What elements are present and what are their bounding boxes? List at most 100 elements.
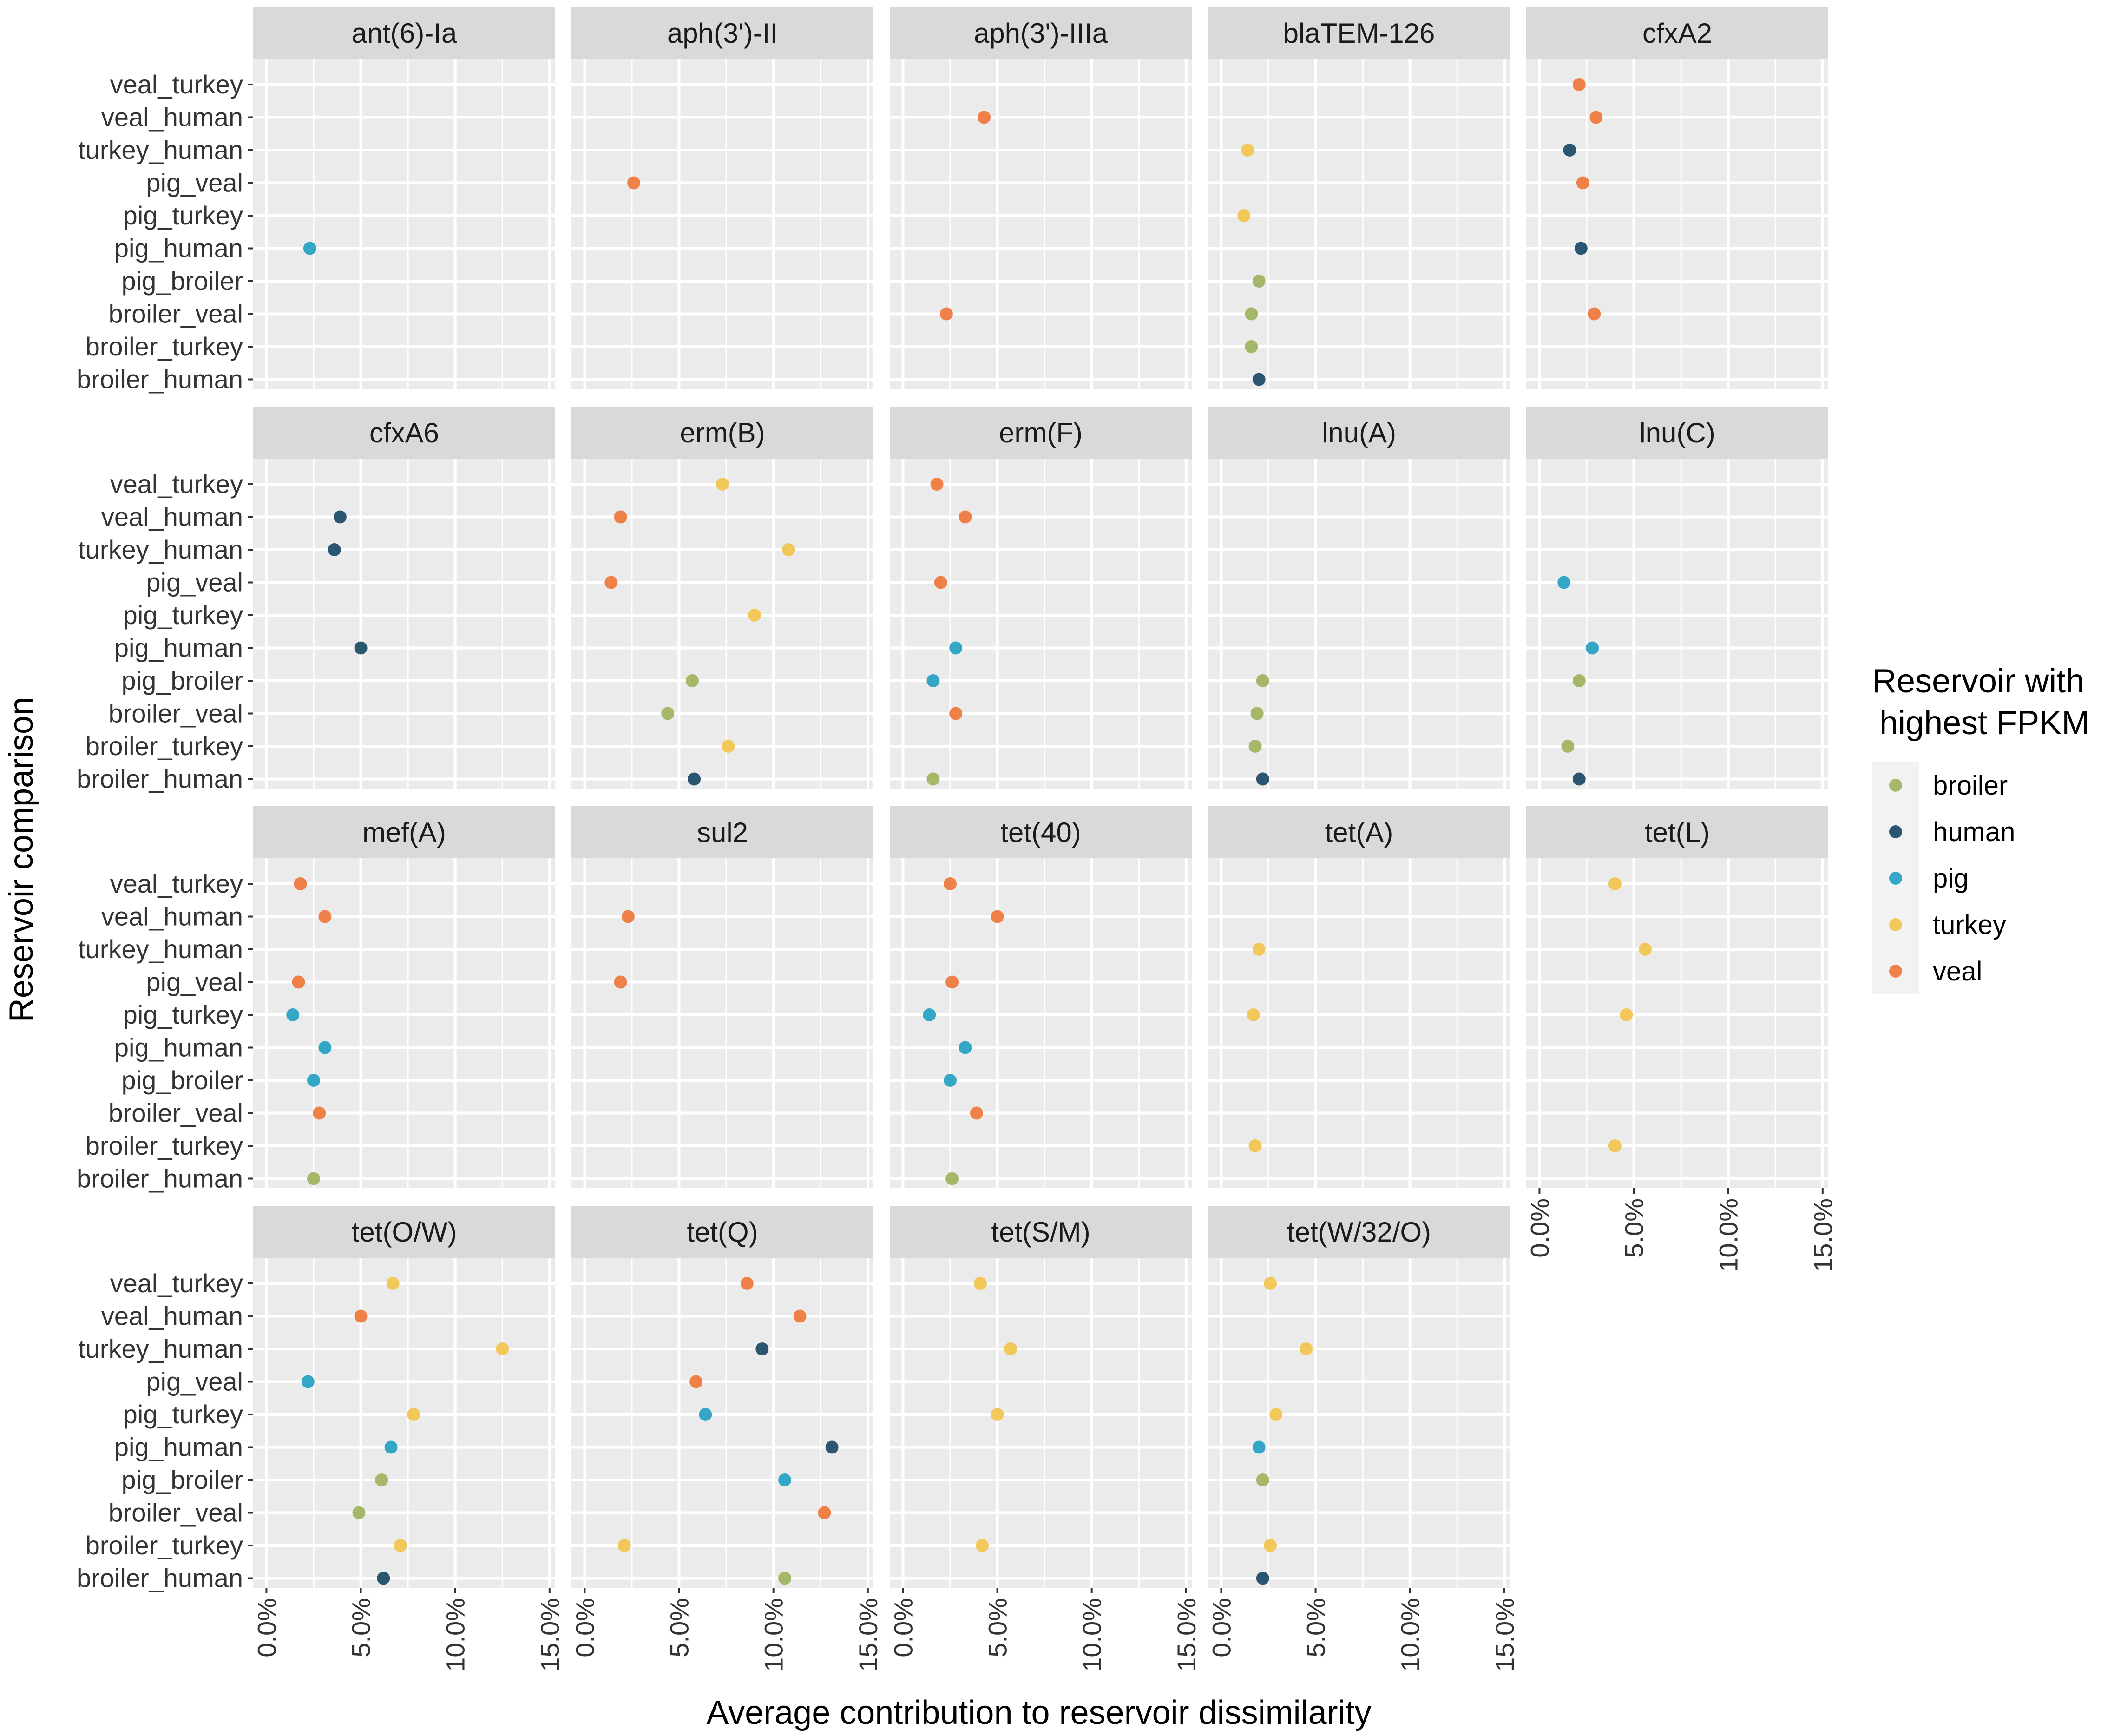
data-point-veal — [934, 576, 947, 589]
y-tick-label: pig_broiler — [122, 1465, 243, 1494]
data-point-veal — [621, 910, 635, 923]
legend-title-line2: highest FPKM — [1879, 704, 2089, 742]
legend-label-human: human — [1933, 817, 2015, 847]
data-point-human — [1563, 144, 1576, 157]
panel-title: sul2 — [697, 817, 748, 848]
y-tick-label: veal_human — [101, 103, 243, 132]
panel-5: cfxA2 — [1526, 7, 1828, 389]
panel-strip — [1526, 407, 1828, 459]
panel-strip — [571, 407, 873, 459]
x-tick-label: 0.0% — [1207, 1598, 1236, 1657]
data-point-veal — [949, 707, 963, 720]
panel-title: tet(L) — [1645, 817, 1710, 848]
legend-key-human — [1889, 825, 1902, 838]
panel-17: tet(Q) 0.0% 5.0% 10.0% 15.0% — [570, 1206, 883, 1672]
data-point-pig — [318, 1041, 332, 1054]
y-tick-label: pig_turkey — [123, 1000, 243, 1029]
data-point-veal — [318, 910, 332, 923]
x-tick-label: 15.0% — [853, 1598, 883, 1672]
y-tick-label: broiler_veal — [109, 1098, 243, 1128]
panel-strip — [890, 7, 1192, 59]
panel-15: tet(L) 0.0% 5.0% 10.0% 15.0% — [1525, 806, 1838, 1272]
panel-strip — [1208, 407, 1510, 459]
x-tick-label: 0.0% — [252, 1598, 281, 1657]
legend-title-line1: Reservoir with — [1872, 663, 2084, 700]
panel-strip — [890, 806, 1192, 858]
panel-title: cfxA2 — [1642, 18, 1712, 49]
panel-plot-area — [890, 1258, 1192, 1588]
panel-title: erm(B) — [680, 417, 765, 448]
data-point-human — [328, 543, 341, 556]
data-point-turkey — [1004, 1342, 1017, 1355]
data-point-veal — [614, 975, 627, 989]
data-point-human — [377, 1572, 390, 1585]
data-point-turkey — [976, 1539, 989, 1552]
y-tick-label: broiler_turkey — [85, 332, 243, 361]
data-point-turkey — [1248, 1139, 1262, 1152]
data-point-pig — [1586, 641, 1599, 655]
data-point-veal — [614, 510, 627, 524]
legend-label-pig: pig — [1933, 863, 1969, 894]
panel-2: aph(3')-II — [571, 7, 873, 389]
x-tick-label: 0.0% — [1525, 1198, 1554, 1258]
legend-key-veal — [1889, 965, 1902, 978]
panel-plot-area — [1526, 59, 1828, 389]
data-point-turkey — [617, 1539, 631, 1552]
panel-strip — [1526, 7, 1828, 59]
panel-title: tet(O/W) — [352, 1217, 457, 1248]
panel-strip — [253, 1206, 555, 1258]
x-tick-label: 5.0% — [1301, 1598, 1331, 1657]
panel-9: lnu(A) — [1208, 407, 1510, 789]
y-tick-label: broiler_veal — [109, 699, 243, 728]
data-point-turkey — [716, 478, 729, 491]
panel-plot-area — [1208, 1258, 1510, 1588]
data-point-broiler — [1245, 340, 1258, 353]
data-point-turkey — [394, 1539, 407, 1552]
data-point-broiler — [661, 707, 675, 720]
panel-title: ant(6)-Ia — [352, 18, 457, 49]
data-point-veal — [970, 1106, 983, 1120]
panel-strip — [571, 806, 873, 858]
y-tick-label: pig_human — [114, 1433, 243, 1462]
panel-plot-area — [890, 858, 1192, 1188]
x-tick-label: 5.0% — [347, 1598, 376, 1657]
data-point-turkey — [1237, 209, 1251, 222]
data-point-human — [1256, 772, 1269, 786]
panel-10: lnu(C) — [1526, 407, 1828, 789]
data-point-broiler — [307, 1172, 320, 1185]
legend-label-turkey: turkey — [1933, 910, 2006, 940]
panel-plot-area — [253, 858, 555, 1188]
data-point-turkey — [974, 1277, 987, 1290]
panel-plot-area — [253, 1258, 555, 1588]
data-point-human — [1256, 1572, 1269, 1585]
panel-16: tet(O/W) veal_turkey veal_human turkey_huma… — [77, 1206, 565, 1672]
data-point-broiler — [1252, 275, 1266, 288]
y-tick-label: pig_turkey — [123, 1400, 243, 1429]
data-point-turkey — [1264, 1277, 1277, 1290]
data-point-human — [1574, 242, 1588, 255]
data-point-veal — [627, 176, 641, 190]
data-point-broiler — [1245, 307, 1258, 321]
panel-title: aph(3')-II — [667, 18, 778, 49]
y-tick-label: pig_veal — [146, 1367, 243, 1396]
y-tick-label: broiler_human — [77, 365, 243, 394]
y-tick-label: turkey_human — [78, 1334, 243, 1363]
panel-1: ant(6)-Ia veal_turkey veal_human turkey_hum… — [77, 7, 555, 394]
data-point-turkey — [1269, 1408, 1283, 1421]
x-tick-label: 5.0% — [983, 1598, 1012, 1657]
panel-title: tet(W/32/O) — [1287, 1217, 1431, 1248]
y-tick-label: broiler_veal — [109, 299, 243, 329]
legend-entries: broiler human pig turkey veal — [1872, 762, 2015, 994]
data-point-broiler — [352, 1506, 366, 1519]
panel-strip — [253, 7, 555, 59]
y-tick-label: broiler_veal — [109, 1498, 243, 1527]
y-tick-label: veal_human — [101, 502, 243, 532]
x-tick-label: 0.0% — [570, 1598, 599, 1657]
panel-12: sul2 — [571, 806, 873, 1188]
legend: Reservoir with highest FPKM broiler human… — [1868, 651, 2100, 994]
data-point-human — [354, 641, 368, 655]
data-point-broiler — [1250, 707, 1264, 720]
y-tick-label: pig_turkey — [123, 201, 243, 230]
legend-key-turkey — [1889, 918, 1902, 931]
panel-plot-area — [1208, 459, 1510, 789]
